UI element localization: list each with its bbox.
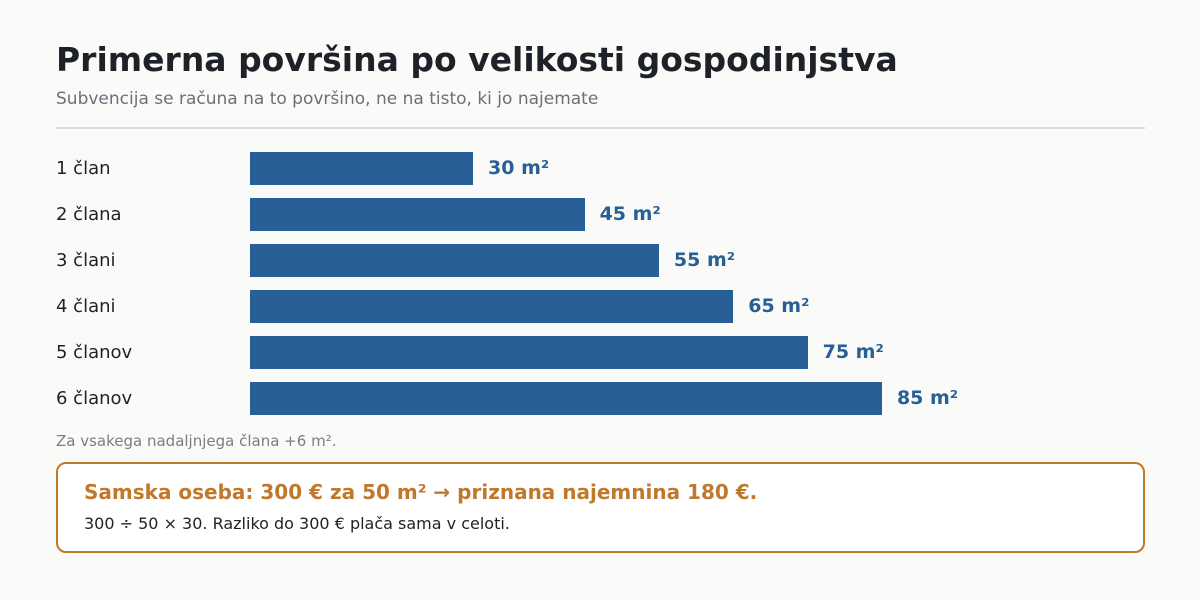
value-label: 30 m² <box>488 157 550 179</box>
header-divider <box>56 127 1145 129</box>
callout-headline: Samska oseba: 300 € za 50 m² → priznana … <box>84 480 758 504</box>
bar <box>250 336 808 369</box>
value-label: 75 m² <box>822 341 884 363</box>
value-label: 65 m² <box>748 295 810 317</box>
callout-body: 300 ÷ 50 × 30. Razliko do 300 € plača sa… <box>84 514 510 533</box>
category-label: 1 član <box>56 158 111 179</box>
chart-subtitle: Subvencija se računa na to površino, ne … <box>56 89 599 109</box>
value-label: 85 m² <box>896 387 959 409</box>
footnote: Za vsakega nadaljnjega člana +6 m². <box>56 432 337 450</box>
bar <box>250 244 659 277</box>
bar <box>250 382 882 415</box>
chart-title: Primerna površina po velikosti gospodinj… <box>56 40 898 79</box>
bar <box>250 152 474 185</box>
bar <box>250 198 585 231</box>
value-label: 45 m² <box>599 203 661 225</box>
category-label: 2 člana <box>56 204 122 225</box>
example-callout: Samska oseba: 300 € za 50 m² → priznana … <box>56 462 1145 553</box>
category-label: 3 člani <box>56 250 116 271</box>
bar <box>250 290 734 323</box>
category-label: 5 članov <box>56 342 133 363</box>
category-label: 6 članov <box>56 388 133 409</box>
value-label: 55 m² <box>673 249 736 271</box>
category-label: 4 člani <box>56 296 116 317</box>
